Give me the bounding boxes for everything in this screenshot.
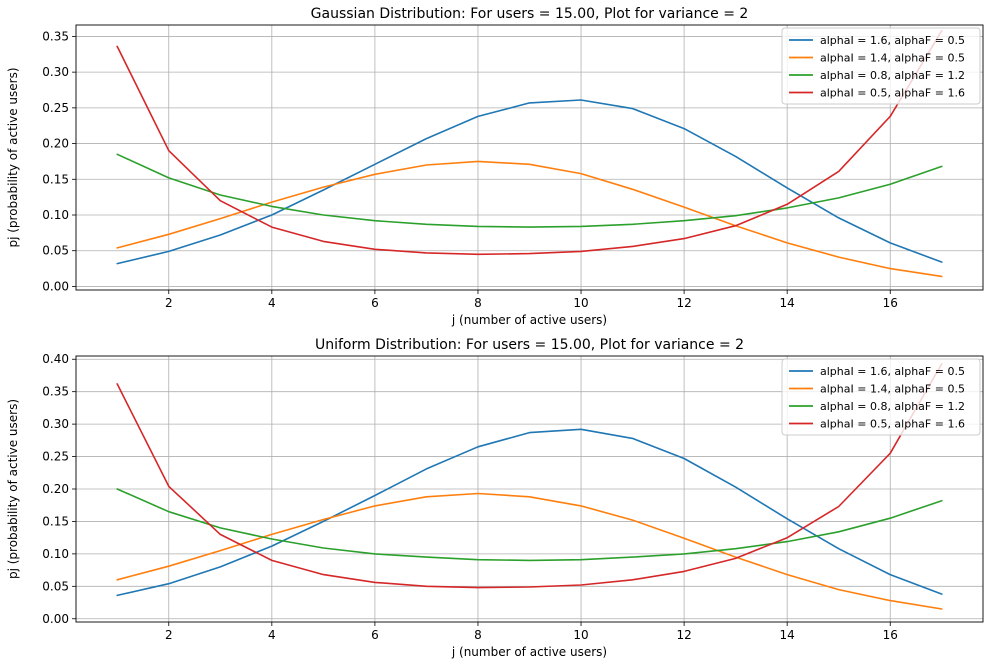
x-tick-label: 4 xyxy=(268,628,276,642)
legend-label: alphaI = 1.6, alphaF = 0.5 xyxy=(820,34,965,47)
y-tick-label: 0.20 xyxy=(42,482,69,496)
legend-label: alphaI = 1.4, alphaF = 0.5 xyxy=(820,52,965,65)
y-tick-label: 0.15 xyxy=(42,172,69,186)
legend-label: alphaI = 0.8, alphaF = 1.2 xyxy=(820,400,965,413)
series-line xyxy=(116,29,943,256)
x-tick-label: 6 xyxy=(371,628,379,642)
x-tick-label: 14 xyxy=(780,296,795,310)
x-tick-label: 6 xyxy=(371,296,379,310)
legend-label: alphaI = 0.5, alphaF = 1.6 xyxy=(820,418,965,431)
legend-label: alphaI = 0.8, alphaF = 1.2 xyxy=(820,69,965,82)
y-tick-label: 0.35 xyxy=(42,29,69,43)
x-axis-label: j (number of active users) xyxy=(451,645,607,659)
x-tick-label: 8 xyxy=(474,628,482,642)
y-tick-label: 0.05 xyxy=(42,244,69,258)
series-line xyxy=(116,362,943,589)
plot-frame xyxy=(75,24,984,291)
chart-title: Uniform Distribution: For users = 15.00,… xyxy=(315,337,744,353)
x-tick-label: 2 xyxy=(165,628,173,642)
y-tick-label: 0.30 xyxy=(42,65,69,79)
series-line xyxy=(116,488,943,562)
series-line xyxy=(116,99,943,265)
legend-label: alphaI = 1.6, alphaF = 0.5 xyxy=(820,365,965,378)
x-tick-label: 14 xyxy=(780,628,795,642)
y-tick-label: 0.20 xyxy=(42,137,69,151)
x-tick-label: 10 xyxy=(573,296,588,310)
y-tick-label: 0.25 xyxy=(42,450,69,464)
x-tick-label: 16 xyxy=(883,628,898,642)
y-tick-label: 0.10 xyxy=(42,208,69,222)
series-line xyxy=(116,428,943,597)
y-tick-label: 0.35 xyxy=(42,385,69,399)
y-tick-label: 0.05 xyxy=(42,579,69,593)
x-tick-label: 10 xyxy=(573,628,588,642)
chart-gaussian-distribution: 2 4 6 8 10 12 14 16 0.00 0.05 0.10 0.15 0.20 0.25 0.30… xyxy=(6,6,984,327)
legend-label: alphaI = 0.5, alphaF = 1.6 xyxy=(820,87,965,100)
series-line xyxy=(116,492,943,610)
legend-box xyxy=(781,27,981,105)
x-tick-label: 2 xyxy=(165,296,173,310)
x-axis-label: j (number of active users) xyxy=(451,313,607,327)
y-axis-label: pj (probability of active users) xyxy=(6,399,20,579)
x-tick-label: 8 xyxy=(474,296,482,310)
y-tick-label: 0.00 xyxy=(42,612,69,626)
legend: alphaI = 1.6, alphaF = 0.5 alphaI = 1.4, … xyxy=(781,27,981,105)
legend-label: alphaI = 1.4, alphaF = 0.5 xyxy=(820,383,965,396)
y-tick-label: 0.40 xyxy=(42,352,69,366)
chart-uniform-distribution: 2 4 6 8 10 12 14 16 0.00 0.05 0.10 0.15 0.20 0.25 0.30… xyxy=(6,337,984,659)
y-axis-label: pj (probability of active users) xyxy=(6,67,20,247)
grid xyxy=(76,25,983,290)
x-tick-label: 12 xyxy=(676,628,691,642)
y-tick-label: 0.25 xyxy=(42,101,69,115)
y-tick-label: 0.10 xyxy=(42,547,69,561)
legend: alphaI = 1.6, alphaF = 0.5 alphaI = 1.4, … xyxy=(781,358,981,436)
y-tick-label: 0.30 xyxy=(42,417,69,431)
legend-box xyxy=(781,358,981,436)
x-tick-label: 16 xyxy=(883,296,898,310)
series-line xyxy=(116,160,943,278)
y-tick-label: 0.00 xyxy=(42,279,69,293)
x-tick-label: 4 xyxy=(268,296,276,310)
chart-title: Gaussian Distribution: For users = 15.00… xyxy=(311,6,749,22)
series-line xyxy=(116,153,943,228)
y-tick-label: 0.15 xyxy=(42,514,69,528)
x-tick-label: 12 xyxy=(676,296,691,310)
